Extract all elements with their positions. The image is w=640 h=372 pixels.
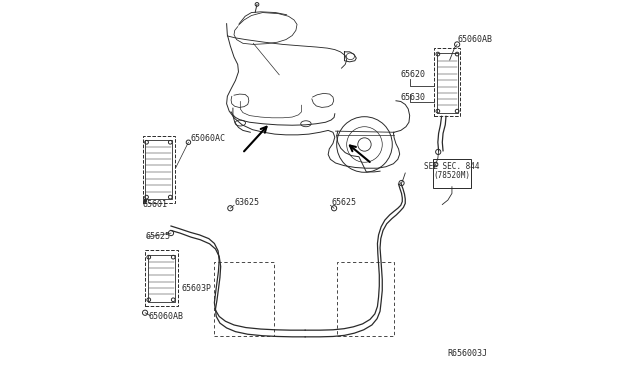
Text: 65060AC: 65060AC bbox=[190, 134, 225, 143]
Text: 65060AB: 65060AB bbox=[458, 35, 493, 44]
Circle shape bbox=[143, 199, 147, 202]
Text: 65620: 65620 bbox=[401, 70, 426, 78]
Text: 65060AB: 65060AB bbox=[148, 312, 184, 321]
Text: 65625: 65625 bbox=[331, 198, 356, 207]
Text: (78520M): (78520M) bbox=[433, 171, 470, 180]
Text: 65630: 65630 bbox=[401, 93, 426, 102]
Text: 63625: 63625 bbox=[235, 198, 260, 207]
Text: R656003J: R656003J bbox=[448, 349, 488, 358]
Text: 65603P: 65603P bbox=[181, 283, 211, 292]
Text: 65625: 65625 bbox=[146, 232, 171, 241]
Text: SEE SEC. 844: SEE SEC. 844 bbox=[424, 162, 480, 171]
Text: 65601: 65601 bbox=[143, 201, 168, 209]
